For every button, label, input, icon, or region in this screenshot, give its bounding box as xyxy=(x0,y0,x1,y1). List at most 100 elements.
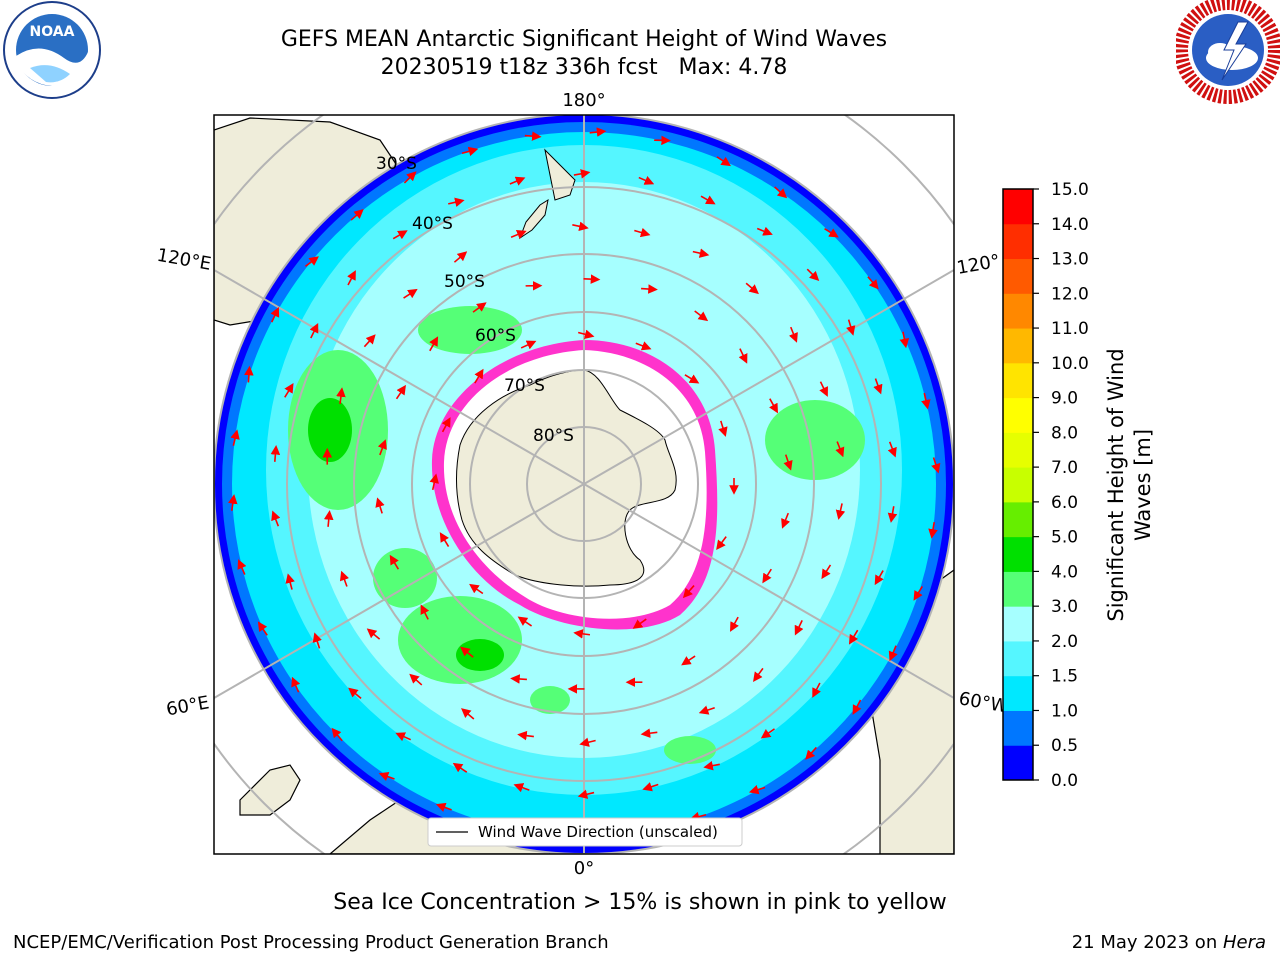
colorbar-tick-label: 8.0 xyxy=(1051,423,1078,443)
wave-direction-arrow xyxy=(452,762,468,773)
wave-direction-arrow xyxy=(689,811,707,822)
wave-direction-arrow xyxy=(420,604,430,620)
wave-direction-arrow xyxy=(589,127,607,137)
colorbar-swatch xyxy=(1003,606,1033,642)
lon-label-120e: 120°E xyxy=(155,245,213,275)
wave-direction-arrow xyxy=(347,270,356,286)
wave-direction-arrow xyxy=(738,348,748,364)
lon-label-60w: 60°W xyxy=(957,688,1010,717)
colorbar-swatch xyxy=(1003,328,1033,364)
colorbar-tick-label: 3.0 xyxy=(1051,597,1078,617)
colorbar-swatch xyxy=(1003,536,1033,572)
colorbar-label-line-2: Waves [m] xyxy=(1131,429,1155,541)
colorbar-swatch xyxy=(1003,432,1033,468)
wave-direction-arrow xyxy=(888,645,898,662)
lat-label-60s: 60°S xyxy=(475,326,516,346)
title-line-2: 20230519 t18z 336h fcst Max: 4.78 xyxy=(380,55,788,80)
wave-direction-arrow xyxy=(524,131,542,141)
colorbar-swatch xyxy=(1003,710,1033,746)
wave-direction-arrow xyxy=(469,583,484,595)
wave-direction-arrow xyxy=(848,629,859,645)
wave-direction-arrow xyxy=(694,310,709,322)
wave-direction-arrow xyxy=(244,365,254,383)
wave-direction-arrow xyxy=(583,274,601,284)
colorbar-swatch xyxy=(1003,293,1033,329)
wave-direction-arrow xyxy=(806,268,820,282)
colorbar-tick-label: 1.0 xyxy=(1051,701,1078,721)
colorbar-tick-label: 0.5 xyxy=(1051,736,1078,756)
wave-direction-arrow xyxy=(783,454,793,471)
lat-label-40s: 40°S xyxy=(412,214,453,234)
wave-direction-arrow xyxy=(375,497,385,514)
wave-direction-arrow xyxy=(439,532,450,547)
wave-direction-arrow xyxy=(409,673,423,686)
colorbar-swatch xyxy=(1003,675,1033,711)
colorbar-swatch xyxy=(1003,362,1033,399)
wave-direction-arrow xyxy=(510,230,527,239)
colorbar-tick-label: 4.0 xyxy=(1051,562,1078,582)
wave-direction-arrow xyxy=(448,197,465,207)
wave-direction-arrow xyxy=(284,383,294,398)
lat-label-50s: 50°S xyxy=(444,272,485,292)
lon-label-0: 0° xyxy=(574,858,594,879)
wave-direction-arrow xyxy=(336,387,346,405)
wave-direction-arrow xyxy=(753,667,764,682)
wave-direction-arrow xyxy=(270,306,280,323)
lat-label-80s: 80°S xyxy=(533,426,574,446)
wave-direction-arrow xyxy=(852,699,862,715)
wave-direction-arrow xyxy=(513,783,530,793)
wave-direction-arrow xyxy=(703,760,720,771)
colorbar-tick-label: 5.0 xyxy=(1051,528,1078,548)
wave-patch-southwest xyxy=(398,596,522,684)
lat-label-70s: 70°S xyxy=(504,376,545,396)
wave-direction-arrow xyxy=(635,341,652,351)
wave-direction-arrow xyxy=(573,169,591,179)
wave-direction-arrow xyxy=(395,732,412,742)
wave-direction-arrow xyxy=(819,381,828,397)
wave-direction-arrow xyxy=(577,329,595,339)
wave-direction-arrow xyxy=(429,336,439,352)
wave-direction-arrow xyxy=(846,319,856,336)
wave-direction-arrow xyxy=(781,512,791,529)
wave-direction-arrow xyxy=(835,441,845,458)
colorbar-swatch xyxy=(1003,397,1033,433)
colorbar-tick-label: 0.0 xyxy=(1051,771,1078,791)
wave-direction-arrow xyxy=(887,441,897,458)
colorbar-tick-label: 2.0 xyxy=(1051,632,1078,652)
wave-direction-arrow xyxy=(638,175,655,185)
wave-direction-arrow xyxy=(389,554,400,570)
wave-direction-arrow xyxy=(899,331,910,349)
colorbar-tick-label: 13.0 xyxy=(1051,250,1089,270)
wave-direction-arrow xyxy=(377,439,387,456)
wave-patch-east xyxy=(765,400,865,480)
arrow-legend: Wind Wave Direction (unscaled) xyxy=(427,817,743,847)
wave-direction-arrow xyxy=(230,429,240,446)
wave-direction-arrow xyxy=(403,171,417,184)
wave-direction-arrow xyxy=(461,146,479,157)
wave-direction-arrow xyxy=(237,559,247,575)
wave-direction-arrow xyxy=(363,334,376,348)
wave-direction-arrow xyxy=(270,445,281,462)
wave-direction-arrow xyxy=(718,420,728,437)
footer-date-text: 21 May 2023 on xyxy=(1071,932,1223,953)
colorbar: 0.0 0.5 1.0 1.5 2.0 3.0 4.0 5.0 6.0 7.0 8.0 9.0 10.0… xyxy=(1002,180,1089,791)
colorbar-swatch xyxy=(1003,467,1033,503)
sea-ice-caption: Sea Ice Concentration > 15% is shown in … xyxy=(333,890,947,915)
wave-direction-arrow xyxy=(887,506,898,523)
wave-direction-arrow xyxy=(745,282,759,295)
wave-direction-arrow xyxy=(572,221,589,232)
wave-patch-north xyxy=(418,306,522,354)
wave-direction-arrow xyxy=(309,322,319,339)
colorbar-tick-label: 9.0 xyxy=(1051,389,1078,409)
wave-direction-arrow xyxy=(257,621,268,636)
wave-direction-arrow xyxy=(913,585,923,601)
colorbar-swatch xyxy=(1003,223,1033,260)
wave-direction-arrow xyxy=(305,256,319,267)
noaa-logo: NOAA xyxy=(3,1,101,99)
wind-wave-arrows xyxy=(228,127,941,841)
chart-title: GEFS MEAN Antarctic Significant Height o… xyxy=(0,26,1168,82)
wave-direction-arrow xyxy=(730,616,739,632)
wave-direction-arrow xyxy=(928,522,938,539)
wave-direction-arrow xyxy=(323,510,334,527)
wave-direction-arrow xyxy=(873,378,883,395)
